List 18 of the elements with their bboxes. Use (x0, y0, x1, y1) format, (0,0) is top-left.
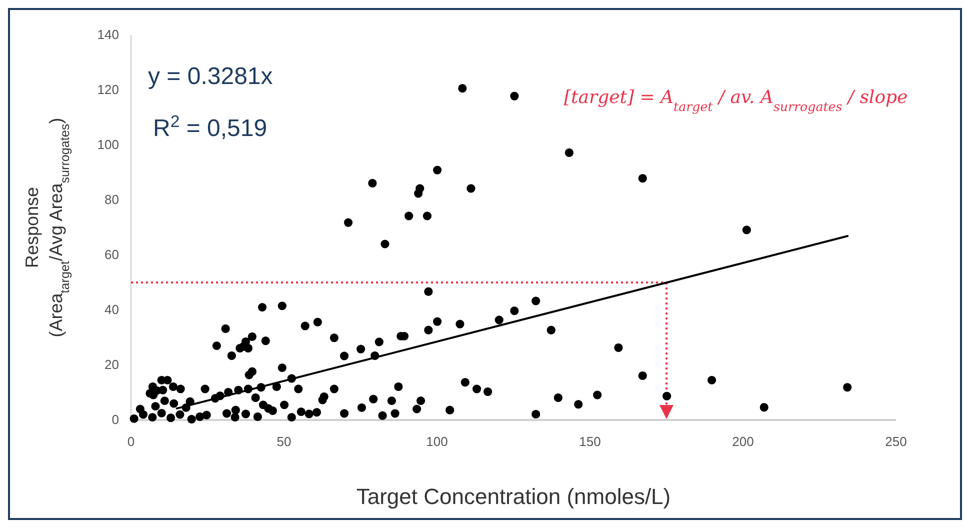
y-tick-label: 100 (97, 137, 119, 152)
x-axis-title: Target Concentration (nmoles/L) (356, 484, 671, 509)
y-tick-label: 20 (104, 357, 119, 372)
x-tick-label: 100 (426, 434, 448, 449)
x-tick-label: 250 (885, 434, 907, 449)
annotation: R$^{2}$ = 0,519 (153, 112, 268, 142)
annotation: y = 0.3281x (148, 63, 273, 90)
annotation: [target] = A$_{target}$ / av. A$_{surrogates}$ / slope (564, 87, 908, 114)
y-tick-label: 40 (104, 302, 119, 317)
y-tick-label: 60 (104, 247, 119, 262)
x-tick-label: 150 (579, 434, 601, 449)
x-tick-label: 0 (127, 434, 135, 449)
y-tick-label: 120 (97, 82, 119, 97)
x-tick-label: 200 (732, 434, 754, 449)
x-tick-label: 50 (276, 434, 292, 449)
y-tick-label: 0 (112, 412, 119, 427)
y-tick-label: 80 (104, 192, 119, 207)
y-tick-label: 140 (97, 27, 119, 42)
